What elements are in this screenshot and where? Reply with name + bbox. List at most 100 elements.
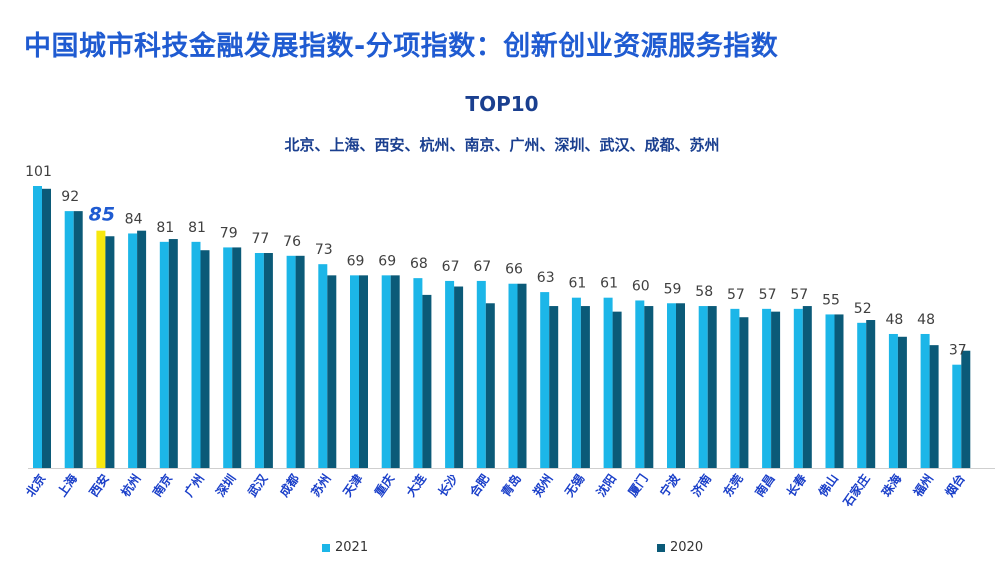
legend-item-2020: 2020 <box>657 540 703 555</box>
bar-2020-24 <box>802 306 812 468</box>
bar-2021-23 <box>762 308 772 468</box>
category-label-23: 南昌 <box>751 471 777 499</box>
bar-2021-6 <box>223 247 233 468</box>
value-label-13: 67 <box>442 259 460 275</box>
category-label-11: 重庆 <box>371 471 397 499</box>
value-label-10: 69 <box>347 253 365 269</box>
bar-2021-26 <box>857 322 867 468</box>
bar-2021-28 <box>920 333 930 468</box>
category-label-4: 南京 <box>149 471 175 499</box>
bar-2020-22 <box>739 317 749 468</box>
category-label-10: 天津 <box>339 471 365 499</box>
legend-label-2020: 2020 <box>670 540 704 555</box>
category-label-8: 成都 <box>276 471 302 499</box>
category-label-15: 青岛 <box>498 471 524 499</box>
bar-2021-8 <box>286 255 296 468</box>
value-label-0: 101 <box>25 164 52 180</box>
bar-2020-12 <box>422 294 432 468</box>
category-label-21: 济南 <box>688 471 714 499</box>
category-label-29: 烟台 <box>942 471 968 499</box>
category-label-24: 长春 <box>783 470 810 499</box>
value-label-26: 52 <box>854 301 872 317</box>
bar-2020-8 <box>295 255 305 468</box>
bar-2021-19 <box>635 300 645 468</box>
bar-2020-3 <box>137 230 147 468</box>
value-label-25: 55 <box>822 292 840 308</box>
category-label-19: 厦门 <box>625 471 651 499</box>
bar-2021-29 <box>952 364 962 468</box>
bar-2020-9 <box>327 275 337 468</box>
category-label-12: 大连 <box>403 470 430 499</box>
bar-2020-10 <box>359 275 368 468</box>
value-label-9: 73 <box>315 242 333 258</box>
value-label-8: 76 <box>283 234 301 250</box>
bar-2021-25 <box>825 314 835 468</box>
chart-legend: 2021 2020 <box>0 540 1004 560</box>
category-label-17: 无锡 <box>561 471 588 500</box>
value-label-24: 57 <box>790 287 808 303</box>
bar-2021-0 <box>33 186 42 468</box>
value-label-4: 81 <box>156 220 174 236</box>
bar-2020-14 <box>485 303 495 468</box>
category-label-14: 合肥 <box>466 471 492 499</box>
bar-2020-21 <box>707 306 717 468</box>
bar-2021-7 <box>254 253 264 468</box>
bar-2020-19 <box>644 306 654 468</box>
category-label-16: 郑州 <box>530 471 556 499</box>
value-label-16: 63 <box>537 270 555 286</box>
value-label-18: 61 <box>600 276 618 292</box>
value-label-2: 85 <box>89 204 115 226</box>
value-label-27: 48 <box>885 312 903 328</box>
page-title: 中国城市科技金融发展指数-分项指数：创新创业资源服务指数 <box>24 31 779 62</box>
category-label-9: 苏州 <box>308 471 334 499</box>
bar-2020-0 <box>42 188 51 468</box>
value-label-6: 79 <box>220 225 238 241</box>
bar-2021-1 <box>64 211 74 468</box>
value-label-20: 59 <box>664 281 682 297</box>
bar-2021-27 <box>888 333 898 468</box>
category-label-2: 西安 <box>86 471 112 499</box>
bar-2021-11 <box>381 275 391 468</box>
chart-subtitle: TOP10 <box>465 92 539 116</box>
bar-2020-26 <box>866 320 876 468</box>
bar-2021-2 <box>96 230 106 468</box>
legend-swatch-2020 <box>657 543 665 552</box>
bar-2020-28 <box>929 345 939 468</box>
value-label-21: 58 <box>695 284 713 300</box>
bar-2021-10 <box>350 275 359 468</box>
value-label-17: 61 <box>568 276 586 292</box>
bar-2020-4 <box>168 239 178 468</box>
bar-2020-29 <box>961 350 971 468</box>
value-label-11: 69 <box>378 253 396 269</box>
value-label-19: 60 <box>632 278 650 294</box>
bar-2021-4 <box>159 241 169 468</box>
value-label-12: 68 <box>410 256 428 272</box>
legend-swatch-2021 <box>322 543 330 552</box>
value-label-5: 81 <box>188 220 206 236</box>
bar-2021-17 <box>571 297 581 468</box>
value-label-15: 66 <box>505 262 523 278</box>
bar-2021-12 <box>413 278 423 468</box>
bar-2021-20 <box>667 303 676 468</box>
bar-2021-14 <box>476 280 486 468</box>
top10-city-list: 北京、上海、西安、杭州、南京、广州、深圳、武汉、成都、苏州 <box>284 136 720 154</box>
category-label-13: 长沙 <box>434 471 460 499</box>
bar-2021-5 <box>191 241 201 468</box>
bar-2021-3 <box>128 233 138 468</box>
category-label-20: 宁波 <box>656 470 683 499</box>
bar-2020-23 <box>771 311 781 468</box>
bar-2020-6 <box>232 247 242 468</box>
category-label-5: 广州 <box>181 471 207 499</box>
category-label-0: 北京 <box>22 471 48 499</box>
category-label-27: 珠海 <box>878 471 904 499</box>
category-label-26: 石家庄 <box>839 471 873 510</box>
value-label-14: 67 <box>473 259 491 275</box>
bar-2020-20 <box>676 303 685 468</box>
bar-2021-15 <box>508 283 518 468</box>
category-label-3: 杭州 <box>117 471 143 499</box>
bar-2021-21 <box>698 306 708 468</box>
bar-2020-11 <box>390 275 400 468</box>
bar-2020-16 <box>549 306 559 468</box>
bar-2021-9 <box>318 264 328 468</box>
bar-2020-25 <box>834 314 844 468</box>
